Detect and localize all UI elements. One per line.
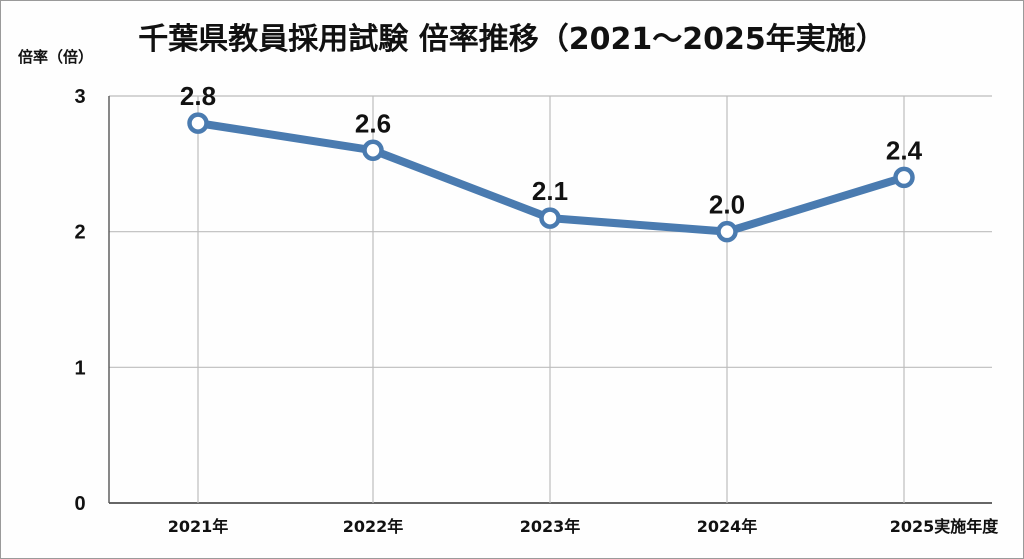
x-axis-ticks: 2021年 2022年 2023年 2024年 2025実施年度	[168, 517, 1000, 536]
data-label: 2.4	[886, 135, 923, 165]
x-tick-label: 2025実施年度	[890, 517, 1000, 536]
data-label: 2.8	[180, 81, 216, 111]
data-point-marker	[539, 207, 561, 229]
y-tick-label: 2	[74, 222, 85, 244]
y-tick-label: 1	[74, 357, 85, 379]
gridlines	[108, 95, 992, 504]
y-axis-label: 倍率（倍）	[18, 48, 94, 66]
data-label: 2.6	[355, 108, 391, 138]
x-tick-label: 2022年	[343, 517, 404, 536]
data-labels: 2.8 2.6 2.1 2.0 2.4	[180, 81, 923, 220]
data-series	[187, 112, 915, 243]
y-axis-ticks: 0 1 2 3	[74, 86, 85, 515]
y-tick-label: 3	[74, 86, 85, 108]
data-point-marker	[362, 139, 384, 162]
x-tick-label: 2021年	[168, 517, 229, 536]
chart-title: 千葉県教員採用試験 倍率推移（2021～2025年実施）	[138, 22, 886, 57]
data-point-marker	[716, 220, 738, 243]
x-tick-label: 2024年	[697, 517, 758, 536]
data-point-marker	[187, 112, 209, 134]
data-label: 2.0	[709, 190, 745, 220]
x-tick-label: 2023年	[520, 517, 581, 536]
data-label: 2.1	[532, 176, 568, 206]
data-point-marker	[893, 166, 915, 189]
y-tick-label: 0	[74, 493, 85, 515]
